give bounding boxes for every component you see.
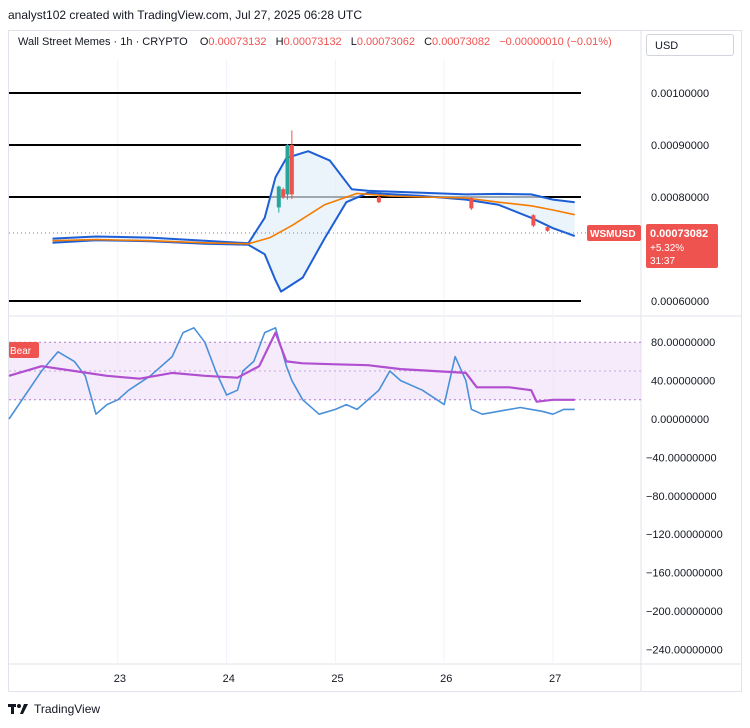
high-value: 0.00073132	[283, 36, 342, 48]
tradingview-logo-text: TradingView	[34, 702, 101, 716]
symbol-name[interactable]: Wall Street Memes · 1h · CRYPTO	[18, 36, 188, 48]
chart-frame	[8, 30, 742, 692]
open-value: 0.00073132	[208, 36, 267, 48]
close-label: C	[424, 36, 433, 48]
low-label: L	[350, 36, 357, 48]
tradingview-logo-icon	[8, 702, 28, 716]
change-value: −0.00000010 (−0.01%)	[499, 36, 612, 48]
attribution-text: analyst102 created with TradingView.com,…	[8, 8, 362, 22]
high-label: H	[275, 36, 284, 48]
currency-button[interactable]: USD	[646, 34, 734, 56]
open-label: O	[199, 36, 209, 48]
low-value: 0.00073062	[356, 36, 415, 48]
tradingview-logo[interactable]: TradingView	[8, 702, 100, 716]
symbol-header: Wall Street Memes · 1h · CRYPTO O0.00073…	[18, 36, 618, 48]
close-value: 0.00073082	[432, 36, 491, 48]
